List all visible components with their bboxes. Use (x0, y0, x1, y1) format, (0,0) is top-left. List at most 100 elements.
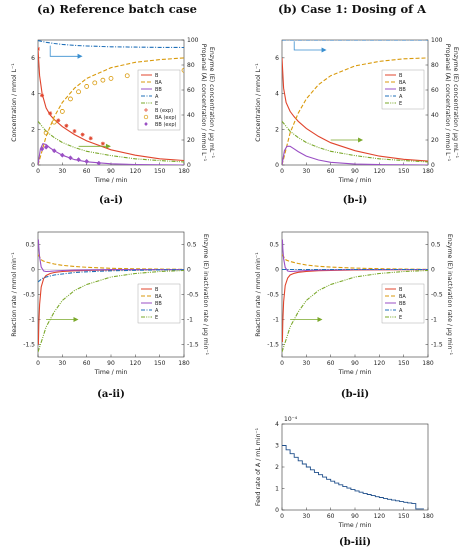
x-tick-label: 120 (130, 168, 142, 175)
x-tick-label: 90 (107, 360, 115, 367)
series-line-e (38, 269, 184, 353)
x-tick-label: 0 (280, 168, 284, 175)
y-right-axis-label: Propanal (A) concentration / mmol L⁻¹ (444, 44, 451, 162)
x-axis-label: Time / min (338, 522, 372, 529)
legend-label-bb: BB (399, 301, 406, 307)
x-tick-label: 180 (422, 168, 434, 175)
legend-label-bb: BB (155, 87, 162, 93)
series-line-e (282, 120, 428, 163)
x-tick-label: 0 (36, 360, 40, 367)
y-right-tick-label: 40 (431, 112, 439, 119)
plot-area (282, 40, 428, 165)
y-tick-label: 0 (275, 267, 279, 274)
y-tick-label: 0.5 (269, 242, 279, 249)
y-tick-label: 4 (275, 91, 279, 98)
x-tick-label: 60 (327, 168, 335, 175)
x-tick-label: 60 (83, 360, 91, 367)
y-right-tick-label: 80 (431, 62, 439, 69)
data-point-ba-exp (76, 89, 81, 95)
y-tick-label: 0 (275, 162, 279, 169)
series-line-bb (38, 239, 184, 273)
y-right-tick-label: 20 (187, 137, 195, 144)
series-line-ba (282, 254, 428, 270)
chart-a-ii: 0 30 60 90 120 150 180 -1.5 -1 -0.5 0 0.5 -1.5 -1 -0.5… (11, 231, 209, 400)
legend-label-bb: BB (155, 301, 162, 307)
x-tick-label: 60 (83, 168, 91, 175)
x-tick-label: 90 (351, 360, 359, 367)
annotation-arrow-head (358, 137, 364, 143)
series-line-e (38, 120, 184, 163)
data-point-ba-exp (68, 96, 73, 102)
caption-a-i: (a-i) (99, 195, 123, 206)
data-point-ba-exp (124, 73, 130, 79)
y-tick-label: 3 (275, 443, 279, 450)
x-tick-label: 150 (154, 168, 166, 175)
data-point-b-exp (38, 46, 40, 51)
legend-label-ba: BA (155, 80, 162, 86)
y-right-tick-label: 0.5 (431, 242, 441, 249)
legend-label-ba-exp-: BA (exp) (155, 115, 177, 121)
y-tick-label: -1 (29, 317, 35, 324)
annotation-arrow-head (321, 47, 327, 53)
y-right-axis-label: Enzyme (E) inactivation rate / μg min⁻¹ (202, 234, 209, 356)
y-right-tick-label: 100 (187, 37, 199, 44)
x-tick-label: 0 (280, 360, 284, 367)
y-tick-label: 1 (275, 486, 279, 493)
y-tick-label: 2 (31, 126, 35, 133)
y-axis-label: Feed rate of A / mL min⁻¹ (255, 427, 262, 506)
y-axis-label: Reaction rate / mmol min⁻¹ (255, 252, 262, 337)
data-point-b-exp (40, 93, 45, 98)
plot-area (282, 445, 424, 510)
y-tick-label: 4 (275, 421, 279, 428)
y-right-tick-label: 0.5 (187, 242, 197, 249)
x-tick-label: 150 (398, 513, 410, 520)
x-tick-label: 30 (303, 168, 311, 175)
x-tick-label: 30 (303, 513, 311, 520)
data-point-b-exp (56, 118, 61, 123)
data-point-ba-exp (84, 84, 90, 89)
y-right-tick-label: 0 (431, 162, 435, 169)
x-tick-label: 90 (107, 168, 115, 175)
y-right-tick-label: -0.5 (187, 292, 199, 299)
y-tick-label: 0.5 (25, 242, 35, 249)
legend-label-b: B (155, 287, 159, 293)
y-axis-label: Reaction rate / mmol min⁻¹ (11, 252, 18, 337)
data-point-bb-exp (59, 152, 65, 158)
y-tick-label: -1 (273, 317, 279, 324)
series-line-ba (282, 57, 428, 165)
data-point-ba-exp (181, 67, 184, 73)
legend-label-a: A (155, 94, 159, 100)
y-tick-label: 2 (275, 126, 279, 133)
y-right-tick-label: 100 (431, 37, 443, 44)
x-axis-label: Time / min (94, 177, 128, 184)
y-tick-label: -1.5 (23, 342, 35, 349)
caption-b-iii: (b-iii) (339, 537, 371, 548)
data-point-b-exp (48, 111, 53, 116)
series-line-bb (38, 142, 184, 165)
y-right-tick-label: -1.5 (431, 342, 443, 349)
legend-label-e: E (399, 101, 402, 107)
y-right-tick-label: 20 (431, 137, 439, 144)
annotation-arrow-head (77, 53, 83, 59)
x-tick-label: 90 (351, 168, 359, 175)
data-point-ba-exp (43, 130, 49, 136)
data-point-bb-exp (84, 158, 90, 165)
x-tick-label: 150 (398, 168, 410, 175)
y-axis-label: Concentration / mmol L⁻¹ (11, 63, 18, 142)
x-tick-label: 150 (398, 360, 410, 367)
x-tick-label: 120 (374, 513, 386, 520)
data-point-ba-exp (92, 80, 98, 86)
plot-frame (281, 423, 429, 511)
y-right-tick-label: 0 (187, 267, 191, 274)
x-tick-label: 150 (154, 360, 166, 367)
y-right-tick-label: 0 (187, 162, 191, 169)
header-right: (b) Case 1: Dosing of A (278, 2, 427, 16)
y-right-tick-label: -1.5 (187, 342, 199, 349)
legend-label-ba: BA (399, 80, 406, 86)
x-tick-label: 30 (59, 360, 67, 367)
data-point-ba-exp (59, 109, 65, 114)
y-tick-label: 0 (31, 267, 35, 274)
